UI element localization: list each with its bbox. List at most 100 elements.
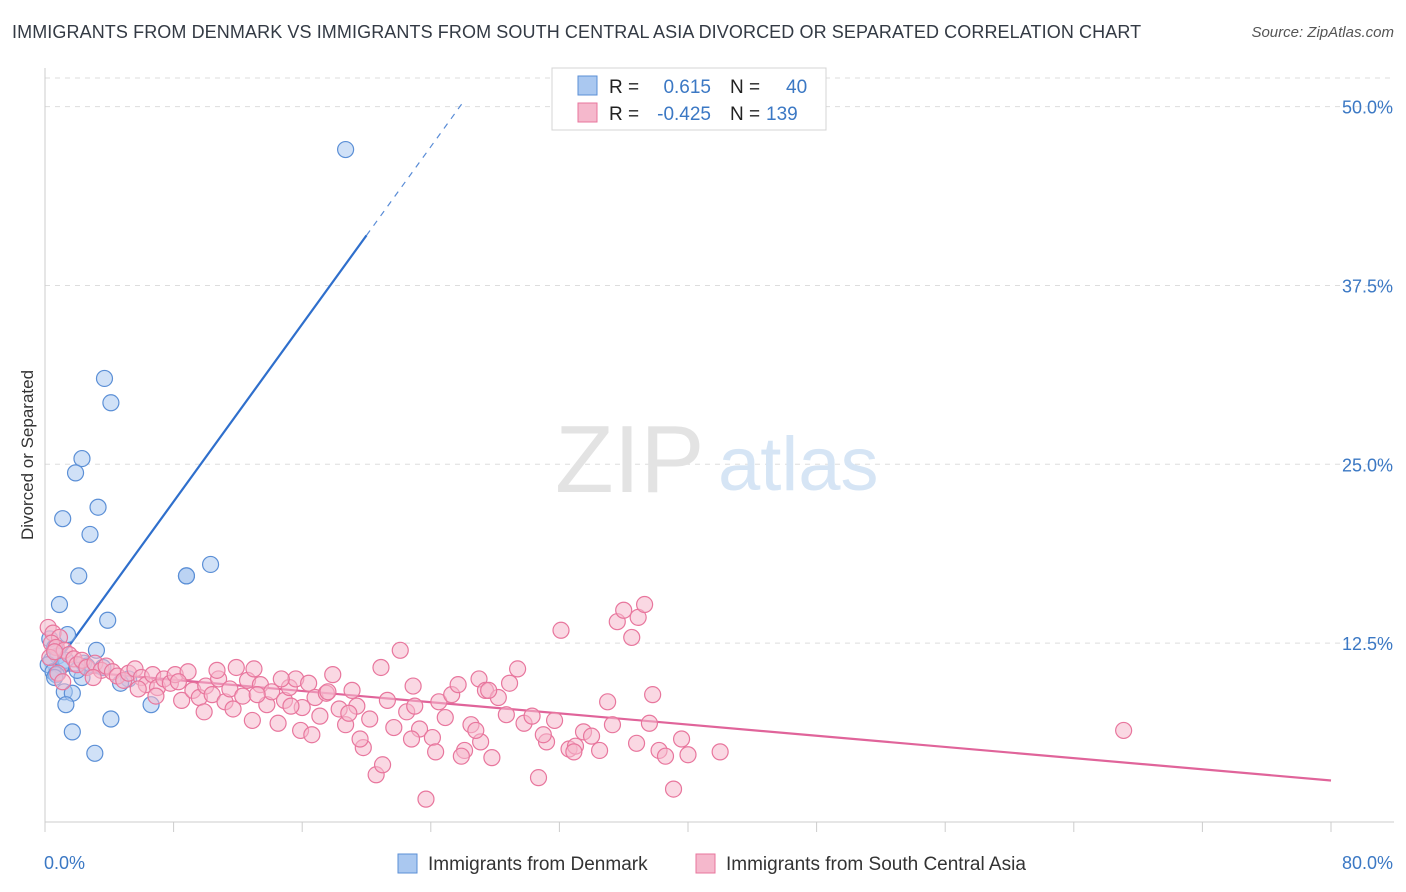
chart-title: IMMIGRANTS FROM DENMARK VS IMMIGRANTS FR… (12, 22, 1142, 42)
stats-r-label-pink: R = (609, 104, 639, 125)
data-point-denmark (177, 567, 196, 585)
stats-n-label-blue: N = (730, 77, 760, 98)
data-point-south-central-asia (534, 726, 552, 744)
data-point-south-central-asia (656, 747, 675, 765)
data-point-south-central-asia (402, 730, 421, 748)
data-point-south-central-asia (351, 730, 369, 748)
stats-r-value-blue: 0.615 (663, 77, 711, 98)
data-point-south-central-asia (84, 668, 102, 687)
data-point-south-central-asia (1115, 721, 1133, 740)
data-point-south-central-asia (635, 595, 654, 614)
data-point-south-central-asia (248, 686, 266, 704)
trend-line-denmark-extension (366, 101, 464, 236)
data-point-south-central-asia (46, 643, 64, 661)
data-point-south-central-asia (452, 747, 470, 765)
data-point-south-central-asia (467, 721, 485, 740)
data-point-south-central-asia (430, 693, 448, 711)
data-point-south-central-asia (129, 680, 147, 698)
stats-r-label-blue: R = (609, 77, 639, 98)
data-point-denmark (102, 394, 120, 412)
point-layer (39, 140, 1133, 808)
data-point-south-central-asia (361, 710, 379, 728)
data-point-denmark (99, 611, 117, 629)
data-point-south-central-asia (173, 691, 191, 709)
data-point-south-central-asia (483, 749, 501, 767)
data-point-south-central-asia (221, 680, 239, 698)
legend-swatch-south-central-asia (695, 853, 716, 874)
data-point-south-central-asia (272, 670, 290, 688)
data-point-south-central-asia (208, 661, 226, 679)
watermark-atlas: atlas (718, 422, 879, 507)
data-point-south-central-asia (449, 676, 467, 694)
bottom-legend: Immigrants from Denmark Immigrants from … (397, 853, 1026, 875)
data-point-denmark (201, 555, 220, 574)
y-tick-label: 12.5% (1342, 634, 1393, 654)
legend-swatch-denmark (397, 853, 418, 874)
data-point-south-central-asia (203, 686, 221, 704)
data-point-south-central-asia (227, 658, 245, 677)
stats-swatch-pink (577, 102, 598, 123)
data-point-south-central-asia (603, 716, 622, 734)
data-point-south-central-asia (679, 746, 697, 764)
data-point-denmark (66, 464, 85, 482)
data-point-south-central-asia (378, 691, 396, 709)
data-point-south-central-asia (623, 628, 641, 647)
data-point-south-central-asia (480, 681, 498, 699)
stats-legend: R = 0.615 N = 40 R = -0.425 N = 139 (551, 67, 827, 131)
data-point-south-central-asia (615, 601, 633, 619)
data-point-south-central-asia (169, 673, 188, 691)
data-point-south-central-asia (417, 790, 435, 808)
y-axis-label: Divorced or Separated (18, 370, 37, 540)
data-point-south-central-asia (343, 681, 361, 699)
data-point-south-central-asia (436, 708, 454, 727)
watermark-zip: ZIP (555, 406, 704, 513)
legend-label-denmark: Immigrants from Denmark (428, 854, 648, 875)
data-point-south-central-asia (373, 756, 392, 774)
data-point-denmark (81, 525, 99, 544)
data-point-south-central-asia (245, 660, 263, 678)
data-point-south-central-asia (599, 693, 617, 711)
data-point-south-central-asia (406, 697, 424, 715)
data-point-south-central-asia (195, 703, 213, 721)
data-point-south-central-asia (300, 674, 318, 692)
data-point-south-central-asia (545, 711, 564, 730)
data-point-south-central-asia (497, 706, 515, 724)
data-point-denmark (54, 510, 72, 528)
stats-n-label-pink: N = (730, 104, 760, 125)
watermark: ZIP atlas (555, 406, 879, 513)
data-point-south-central-asia (590, 741, 609, 760)
data-point-denmark (73, 449, 91, 468)
data-point-south-central-asia (269, 714, 287, 732)
data-point-south-central-asia (582, 727, 601, 745)
data-point-denmark (337, 140, 355, 159)
data-point-south-central-asia (672, 730, 691, 748)
data-point-south-central-asia (303, 726, 321, 744)
data-point-south-central-asia (224, 700, 242, 718)
data-point-south-central-asia (529, 769, 548, 787)
data-point-south-central-asia (282, 697, 300, 715)
data-point-denmark (89, 498, 107, 516)
data-point-denmark (70, 567, 88, 585)
data-point-south-central-asia (427, 743, 445, 761)
stats-n-value-pink: 139 (766, 104, 798, 125)
data-point-south-central-asia (319, 683, 337, 701)
data-point-denmark (102, 710, 120, 728)
data-point-south-central-asia (552, 621, 570, 639)
data-point-south-central-asia (243, 711, 261, 730)
data-point-south-central-asia (372, 658, 390, 677)
data-point-denmark (57, 696, 75, 714)
data-point-south-central-asia (640, 714, 659, 732)
legend-label-south-central-asia: Immigrants from South Central Asia (726, 854, 1026, 875)
data-point-south-central-asia (644, 686, 662, 704)
data-point-south-central-asia (500, 674, 519, 692)
data-point-denmark (95, 369, 114, 388)
data-point-denmark (63, 723, 81, 741)
data-point-south-central-asia (147, 687, 165, 705)
data-point-south-central-asia (523, 707, 541, 725)
data-point-south-central-asia (664, 780, 683, 798)
data-point-south-central-asia (404, 677, 422, 695)
source-credit: Source: ZipAtlas.com (1251, 24, 1394, 41)
data-point-south-central-asia (54, 673, 72, 691)
